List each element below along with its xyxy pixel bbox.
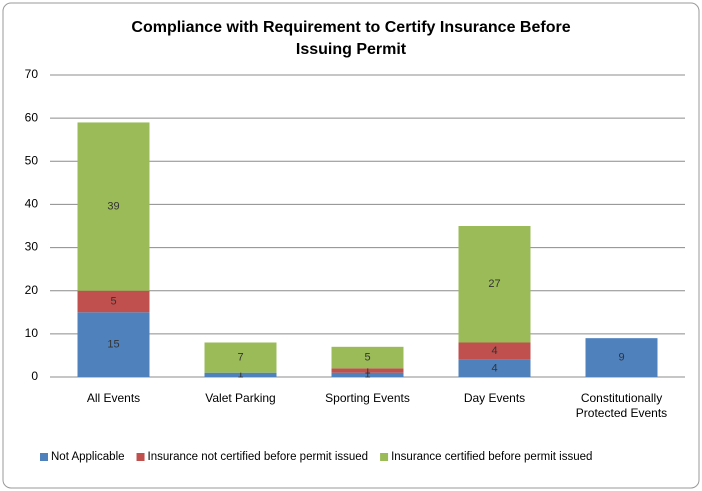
- bar-segment: [458, 342, 531, 360]
- data-label: 1: [237, 369, 243, 381]
- y-tick-label: 10: [25, 326, 39, 340]
- data-label: 4: [491, 362, 497, 374]
- data-label: 4: [491, 345, 497, 357]
- data-label: 39: [107, 200, 119, 212]
- y-tick-label: 30: [25, 240, 39, 254]
- bar-segment: [77, 122, 150, 291]
- x-tick-label: Constitutionally Protected Events: [576, 391, 667, 420]
- y-tick-label: 40: [25, 197, 39, 211]
- bar-segment: [331, 346, 404, 369]
- legend-swatch: [380, 453, 389, 461]
- bar-segment: [204, 372, 277, 377]
- bar-segment: [458, 226, 531, 343]
- data-label: 5: [364, 351, 370, 363]
- data-label: 1: [364, 364, 370, 376]
- data-label: 1: [364, 369, 370, 381]
- data-label: 27: [488, 278, 500, 290]
- bar-segment: [458, 359, 531, 377]
- x-tick-label: Day Events: [464, 391, 525, 405]
- data-label: 7: [237, 351, 243, 363]
- bar-segment: [331, 368, 404, 373]
- data-label: 15: [107, 339, 119, 351]
- bar-segment: [585, 338, 658, 377]
- data-label: 9: [618, 351, 624, 363]
- legend-label: Insurance certified before permit issued: [391, 451, 592, 463]
- x-tick-label: Sporting Events: [325, 391, 410, 405]
- bar-segment: [77, 312, 150, 377]
- y-tick-label: 50: [25, 153, 39, 167]
- legend-label: Not Applicable: [51, 451, 125, 463]
- legend-label: Insurance not certified before permit is…: [148, 451, 369, 463]
- x-tick-label: Valet Parking: [205, 391, 275, 405]
- legend-swatch: [136, 453, 145, 461]
- bar-segment: [331, 372, 404, 377]
- legend-swatch: [40, 453, 48, 461]
- x-tick-label: All Events: [87, 391, 140, 405]
- y-tick-label: 60: [25, 110, 39, 124]
- bar-segment: [77, 290, 150, 313]
- data-label: 5: [110, 295, 116, 307]
- y-tick-label: 20: [25, 283, 39, 297]
- y-tick-label: 70: [25, 67, 39, 81]
- y-tick-label: 0: [31, 369, 38, 383]
- chart-title: Compliance with Requirement to Certify I…: [131, 19, 570, 58]
- bar-segment: [204, 342, 277, 373]
